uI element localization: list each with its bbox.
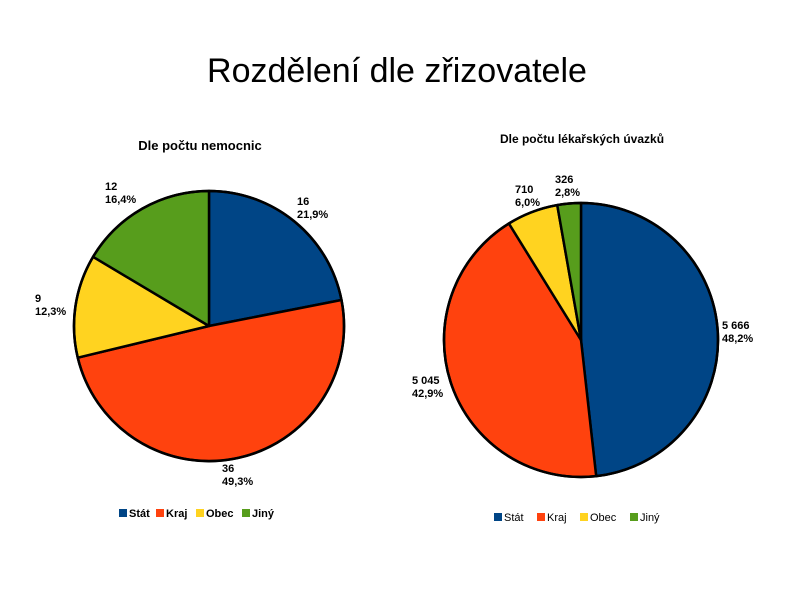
- legend-swatch-jiný: [242, 509, 250, 517]
- legend-swatch-kraj: [156, 509, 164, 517]
- data-label-percent: 49,3%: [222, 476, 253, 488]
- legend-swatch-obec: [580, 513, 588, 521]
- page-title: Rozdělení dle zřizovatele: [207, 52, 587, 90]
- legend-label-stát: Stát: [504, 512, 524, 524]
- legend-label-jiný: Jiný: [252, 508, 275, 520]
- chart-hospitals: Dle počtu nemocnic 1621,9%3649,3%912,3%1…: [35, 138, 346, 520]
- data-label-value: 326: [555, 174, 573, 186]
- data-label-value: 710: [515, 184, 533, 196]
- legend-swatch-kraj: [537, 513, 545, 521]
- legend-label-obec: Obec: [590, 512, 617, 524]
- pie-outline: [442, 201, 720, 479]
- legend-swatch-stát: [119, 509, 127, 517]
- chart-physicians: Dle počtu lékařských úvazků 5 66648,2%5 …: [412, 132, 753, 524]
- legend-label-kraj: Kraj: [166, 508, 187, 520]
- legend-label-jiný: Jiný: [640, 512, 660, 524]
- pie-outline: [72, 189, 346, 463]
- legend-label-stát: Stát: [129, 508, 150, 520]
- data-label-percent: 2,8%: [555, 187, 580, 199]
- pie-slice-stát: [579, 201, 720, 478]
- legend-swatch-obec: [196, 509, 204, 517]
- data-label-percent: 12,3%: [35, 306, 66, 318]
- data-label-percent: 42,9%: [412, 388, 443, 400]
- data-label-percent: 48,2%: [722, 333, 753, 345]
- legend-label-obec: Obec: [206, 508, 234, 520]
- legend-physicians: Stát Kraj Obec Jiný: [494, 512, 660, 524]
- legend-label-kraj: Kraj: [547, 512, 567, 524]
- data-label-value: 12: [105, 181, 117, 193]
- data-label-value: 5 045: [412, 375, 440, 387]
- data-label-percent: 21,9%: [297, 209, 328, 221]
- chart-physicians-title: Dle počtu lékařských úvazků: [500, 132, 664, 146]
- data-label-value: 36: [222, 463, 234, 475]
- data-label-percent: 16,4%: [105, 194, 136, 206]
- legend-swatch-jiný: [630, 513, 638, 521]
- data-label-value: 9: [35, 293, 41, 305]
- data-label-percent: 6,0%: [515, 197, 540, 209]
- chart-hospitals-title: Dle počtu nemocnic: [138, 138, 262, 153]
- legend-swatch-stát: [494, 513, 502, 521]
- data-label-value: 16: [297, 196, 309, 208]
- data-label-value: 5 666: [722, 320, 750, 332]
- legend-hospitals: Stát Kraj Obec Jiný: [119, 508, 275, 520]
